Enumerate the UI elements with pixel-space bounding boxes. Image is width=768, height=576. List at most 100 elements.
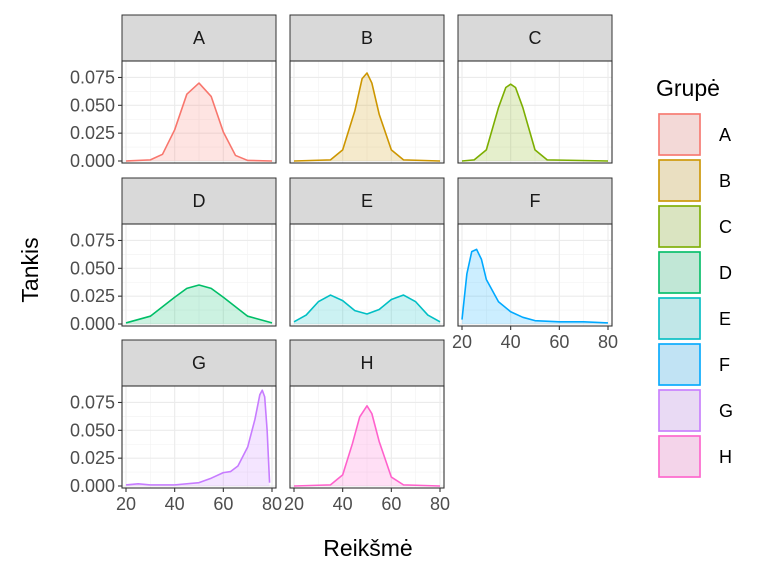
- legend-swatch-f: [658, 343, 701, 386]
- facet-strip-label: D: [193, 191, 206, 211]
- legend-swatch-d: [658, 251, 701, 294]
- panel-border: [457, 60, 613, 164]
- legend-key-background: [658, 113, 701, 156]
- legend-label-c: C: [719, 217, 732, 237]
- x-tick-label: 80: [430, 494, 450, 514]
- facet-strip-label: A: [193, 28, 205, 48]
- legend-swatch-e: [658, 297, 701, 340]
- legend-label-d: D: [719, 263, 732, 283]
- y-tick-label: 0.075: [70, 230, 115, 250]
- legend-label-b: B: [719, 171, 731, 191]
- x-tick-label: 60: [213, 494, 233, 514]
- legend-item-g: G: [658, 389, 733, 432]
- panel-border: [457, 223, 613, 327]
- density-area-a: [126, 83, 272, 161]
- density-area-g: [126, 390, 270, 486]
- facet-panel-f: F 20 40 60 80: [452, 177, 618, 352]
- x-tick-label: 60: [381, 494, 401, 514]
- facet-panel-d: D 0.000 0.025 0.050 0.075: [70, 177, 277, 334]
- density-line-g: [125, 389, 271, 486]
- y-axis-title: Tankis: [17, 237, 43, 302]
- legend-key-background: [658, 159, 701, 202]
- facet-strip: [121, 177, 277, 225]
- panel-border: [289, 223, 445, 327]
- legend-label-a: A: [719, 125, 731, 145]
- legend-item-d: D: [658, 251, 732, 294]
- legend-item-e: E: [658, 297, 731, 340]
- y-tick-label: 0.050: [70, 95, 115, 115]
- density-line-c: [461, 83, 609, 162]
- facet-strip: [289, 177, 445, 225]
- legend-label-e: E: [719, 309, 731, 329]
- facet-strip-label: B: [361, 28, 373, 48]
- facet-strip-label: E: [361, 191, 373, 211]
- density-area-h: [294, 405, 440, 486]
- x-tick-label: 40: [165, 494, 185, 514]
- y-tick-label: 0.000: [70, 476, 115, 496]
- panel-border: [121, 223, 277, 327]
- legend-key-background: [658, 435, 701, 478]
- density-line-e: [293, 294, 441, 323]
- legend-key-background: [658, 343, 701, 386]
- legend-label-f: F: [719, 355, 730, 375]
- facet-panel-h: H 20 40 60 80: [284, 339, 450, 514]
- y-tick-label: 0.075: [70, 67, 115, 87]
- facet-panels: A 0.000 0.025 0.050 0.075 B C D 0.000 0.025 0.050 0…: [70, 14, 618, 514]
- density-line-d: [125, 284, 273, 324]
- y-tick-label: 0.025: [70, 286, 115, 306]
- legend: A B C D E F G H: [658, 113, 733, 478]
- legend-item-b: B: [658, 159, 731, 202]
- legend-swatch-b: [658, 159, 701, 202]
- legend-item-c: C: [658, 205, 732, 248]
- density-area-f: [462, 249, 608, 324]
- facet-panel-a: A 0.000 0.025 0.050 0.075: [70, 14, 277, 171]
- x-tick-label: 80: [262, 494, 282, 514]
- y-tick-label: 0.025: [70, 448, 115, 468]
- panel-border: [289, 60, 445, 164]
- facet-strip-label: C: [529, 28, 542, 48]
- legend-swatch-g: [658, 389, 701, 432]
- facet-strip-label: G: [192, 353, 206, 373]
- facet-strip: [289, 14, 445, 62]
- y-tick-label: 0.050: [70, 420, 115, 440]
- legend-swatch-h: [658, 435, 701, 478]
- density-area-c: [462, 84, 608, 161]
- density-line-f: [461, 248, 609, 324]
- y-tick-label: 0.000: [70, 314, 115, 334]
- density-area-d: [126, 285, 272, 324]
- x-tick-label: 40: [501, 332, 521, 352]
- panel-border: [289, 385, 445, 489]
- panel-border: [121, 60, 277, 164]
- density-line-h: [293, 405, 441, 487]
- legend-swatch-c: [658, 205, 701, 248]
- y-tick-label: 0.075: [70, 392, 115, 412]
- facet-panel-g: G 0.000 0.025 0.050 0.075 20 40 60 80: [70, 339, 282, 514]
- legend-label-h: H: [719, 447, 732, 467]
- panel-border: [121, 385, 277, 489]
- legend-item-f: F: [658, 343, 730, 386]
- x-tick-label: 60: [549, 332, 569, 352]
- x-tick-label: 20: [284, 494, 304, 514]
- legend-swatch-a: [658, 113, 701, 156]
- y-tick-label: 0.000: [70, 151, 115, 171]
- facet-panel-e: E: [289, 177, 445, 327]
- y-tick-label: 0.025: [70, 123, 115, 143]
- x-tick-label: 40: [333, 494, 353, 514]
- facet-strip: [289, 339, 445, 387]
- facet-strip: [121, 339, 277, 387]
- legend-key-background: [658, 205, 701, 248]
- legend-label-g: G: [719, 401, 733, 421]
- legend-item-h: H: [658, 435, 732, 478]
- density-area-b: [294, 73, 440, 161]
- legend-key-background: [658, 389, 701, 432]
- x-tick-label: 20: [116, 494, 136, 514]
- legend-item-a: A: [658, 113, 731, 156]
- facet-strip: [121, 14, 277, 62]
- legend-key-background: [658, 251, 701, 294]
- facet-panel-c: C: [457, 14, 613, 164]
- legend-title: Grupė: [656, 75, 720, 101]
- x-tick-label: 80: [598, 332, 618, 352]
- density-line-a: [125, 82, 273, 162]
- density-area-e: [294, 295, 440, 324]
